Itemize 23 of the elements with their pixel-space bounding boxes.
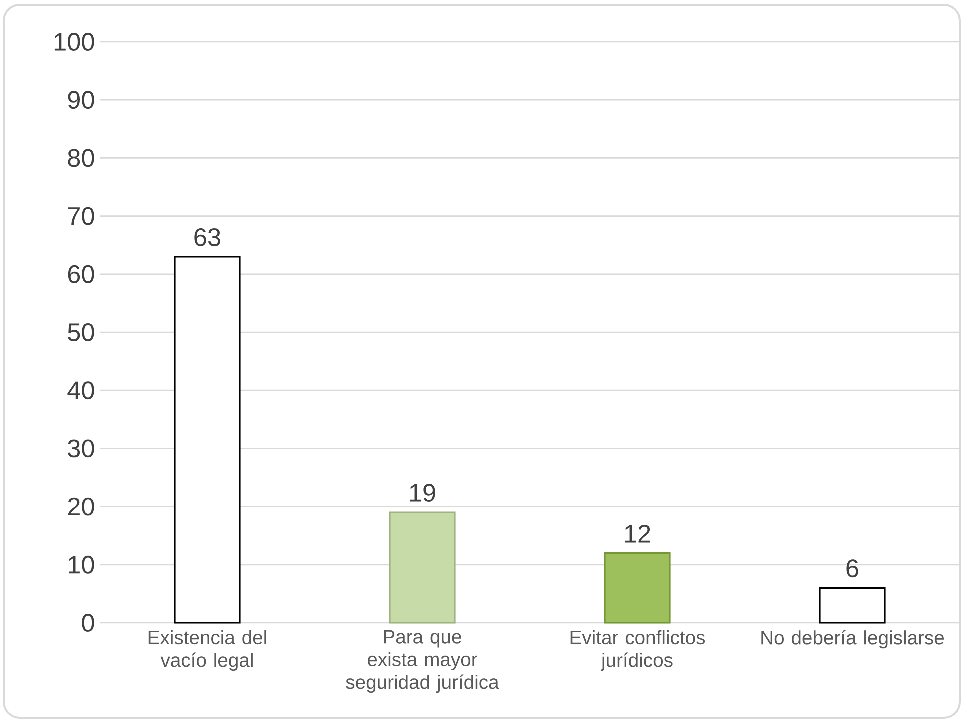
bar xyxy=(819,587,886,624)
y-tick-label: 50 xyxy=(68,324,94,342)
data-label: 19 xyxy=(410,484,436,502)
y-tick-label: 10 xyxy=(69,556,94,574)
y-tick-label: 30 xyxy=(68,440,94,458)
y-tick-label: 20 xyxy=(68,498,94,516)
y-tick-label: 60 xyxy=(68,265,94,284)
y-tick-label: 70 xyxy=(68,207,94,226)
data-label: 6 xyxy=(846,560,858,578)
data-label: 63 xyxy=(194,228,220,246)
y-tick-label: 40 xyxy=(68,382,94,400)
y-tick-label: 0 xyxy=(82,614,94,632)
bar xyxy=(604,552,671,624)
x-tick-label: Existencia del vacío legal xyxy=(148,630,266,672)
y-tick-label: 80 xyxy=(68,149,94,168)
x-tick-label: No debería legislarse xyxy=(762,630,944,649)
y-tick-label: 90 xyxy=(68,91,94,110)
bar xyxy=(389,512,456,624)
y-tick-label: 100 xyxy=(54,33,94,51)
x-tick-label: Para que exista mayor seguridad jurídica xyxy=(346,630,500,694)
bar xyxy=(174,256,241,624)
x-tick-label: Evitar conflictos jurídicos xyxy=(570,630,706,672)
data-label: 12 xyxy=(625,525,650,543)
